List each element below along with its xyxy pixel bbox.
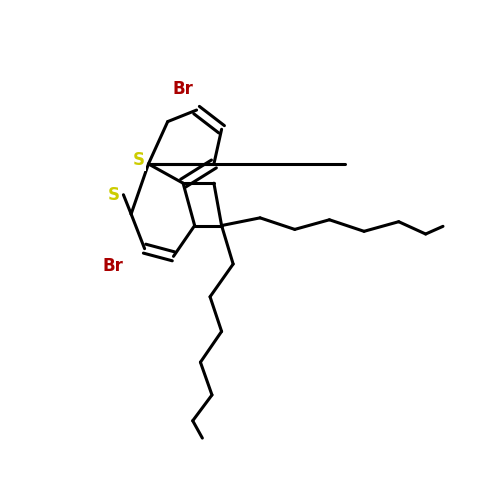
Text: S: S [132,151,144,169]
Text: Br: Br [172,80,194,98]
Text: S: S [108,186,120,204]
Text: Br: Br [102,257,124,275]
